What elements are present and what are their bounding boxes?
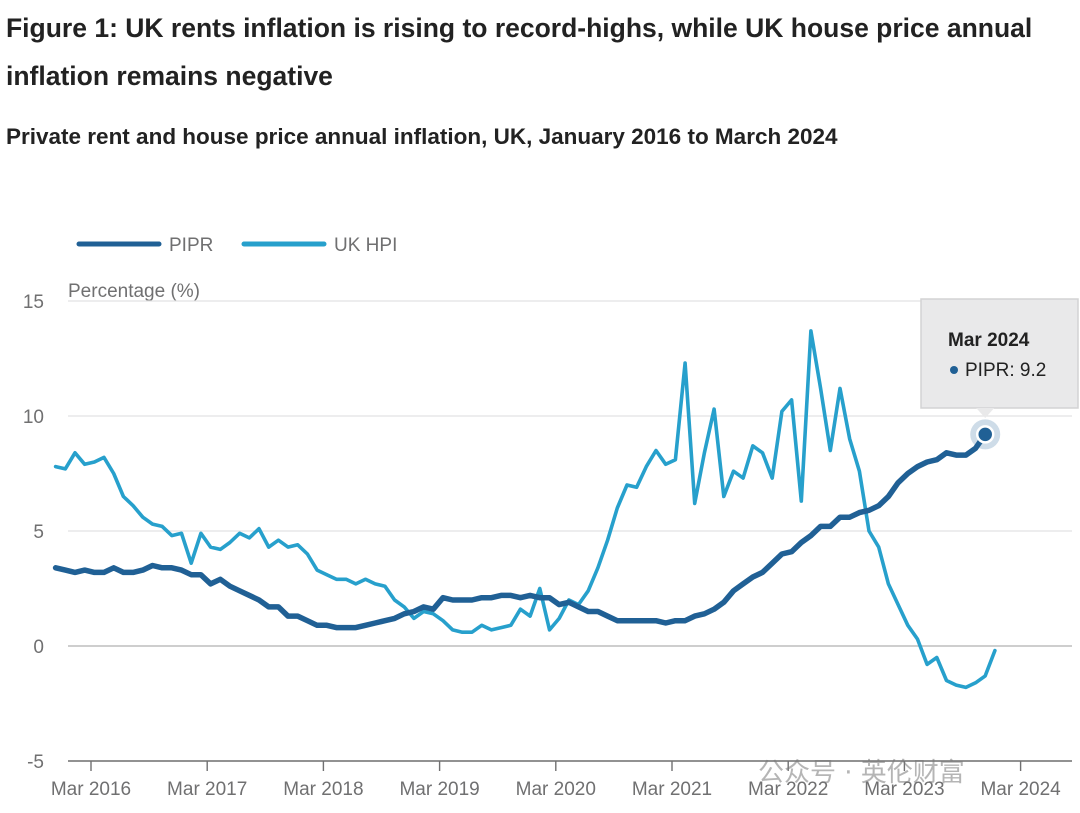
series-line-pipr[interactable] <box>52 431 988 631</box>
x-tick-label: Mar 2023 <box>864 779 944 800</box>
y-tick-label: -5 <box>27 752 44 773</box>
tooltip-value: PIPR: 9.2 <box>965 360 1046 381</box>
x-tick-label: Mar 2021 <box>632 779 712 800</box>
legend-label-pipr[interactable]: PIPR <box>169 235 213 256</box>
x-tick-label: Mar 2019 <box>399 779 479 800</box>
watermark: 公众号 · 英伦财富 <box>758 758 965 788</box>
x-tick-label: Mar 2016 <box>51 779 131 800</box>
y-tick-label: 5 <box>33 522 44 543</box>
series-line-uk-hpi[interactable] <box>53 329 997 690</box>
x-tick-label: Mar 2024 <box>980 779 1061 800</box>
y-tick-label: 10 <box>23 407 44 428</box>
tooltip: Mar 2024 PIPR: 9.2 <box>920 298 1079 450</box>
x-tick-label: Mar 2020 <box>516 779 596 800</box>
highlight-marker[interactable] <box>975 425 995 444</box>
y-tick-label: 15 <box>23 292 44 313</box>
x-tick-label: Mar 2018 <box>283 779 363 800</box>
tooltip-title: Mar 2024 <box>948 330 1030 351</box>
gridlines <box>68 300 1072 762</box>
y-axis-label: Percentage (%) <box>68 281 200 302</box>
tooltip-pointer <box>976 408 995 418</box>
legend: PIPR UK HPI <box>76 235 397 256</box>
tooltip-box <box>920 298 1079 409</box>
series-lines <box>52 329 997 690</box>
y-tick-label: 0 <box>33 637 44 658</box>
chart-subtitle: Private rent and house price annual infl… <box>6 124 838 149</box>
x-tick-label: Mar 2017 <box>167 779 247 800</box>
x-axis: Mar 2016 Mar 2017 Mar 2018 Mar 2019 Mar 2020… <box>51 761 1061 800</box>
tooltip-dot <box>950 366 958 374</box>
legend-label-uk-hpi[interactable]: UK HPI <box>334 235 397 256</box>
x-tick-label: Mar 2022 <box>748 779 828 800</box>
chart-title: Figure 1: UK rents inflation is rising t… <box>6 13 1033 91</box>
y-axis: -5 0 5 10 15 <box>23 292 44 773</box>
